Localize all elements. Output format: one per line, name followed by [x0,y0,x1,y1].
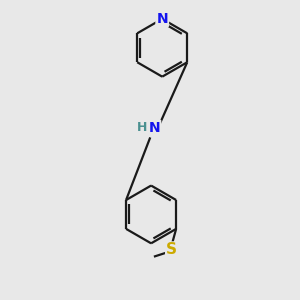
Text: H: H [137,121,147,134]
Text: N: N [156,12,168,26]
Text: N: N [148,121,160,135]
Text: S: S [166,242,177,257]
